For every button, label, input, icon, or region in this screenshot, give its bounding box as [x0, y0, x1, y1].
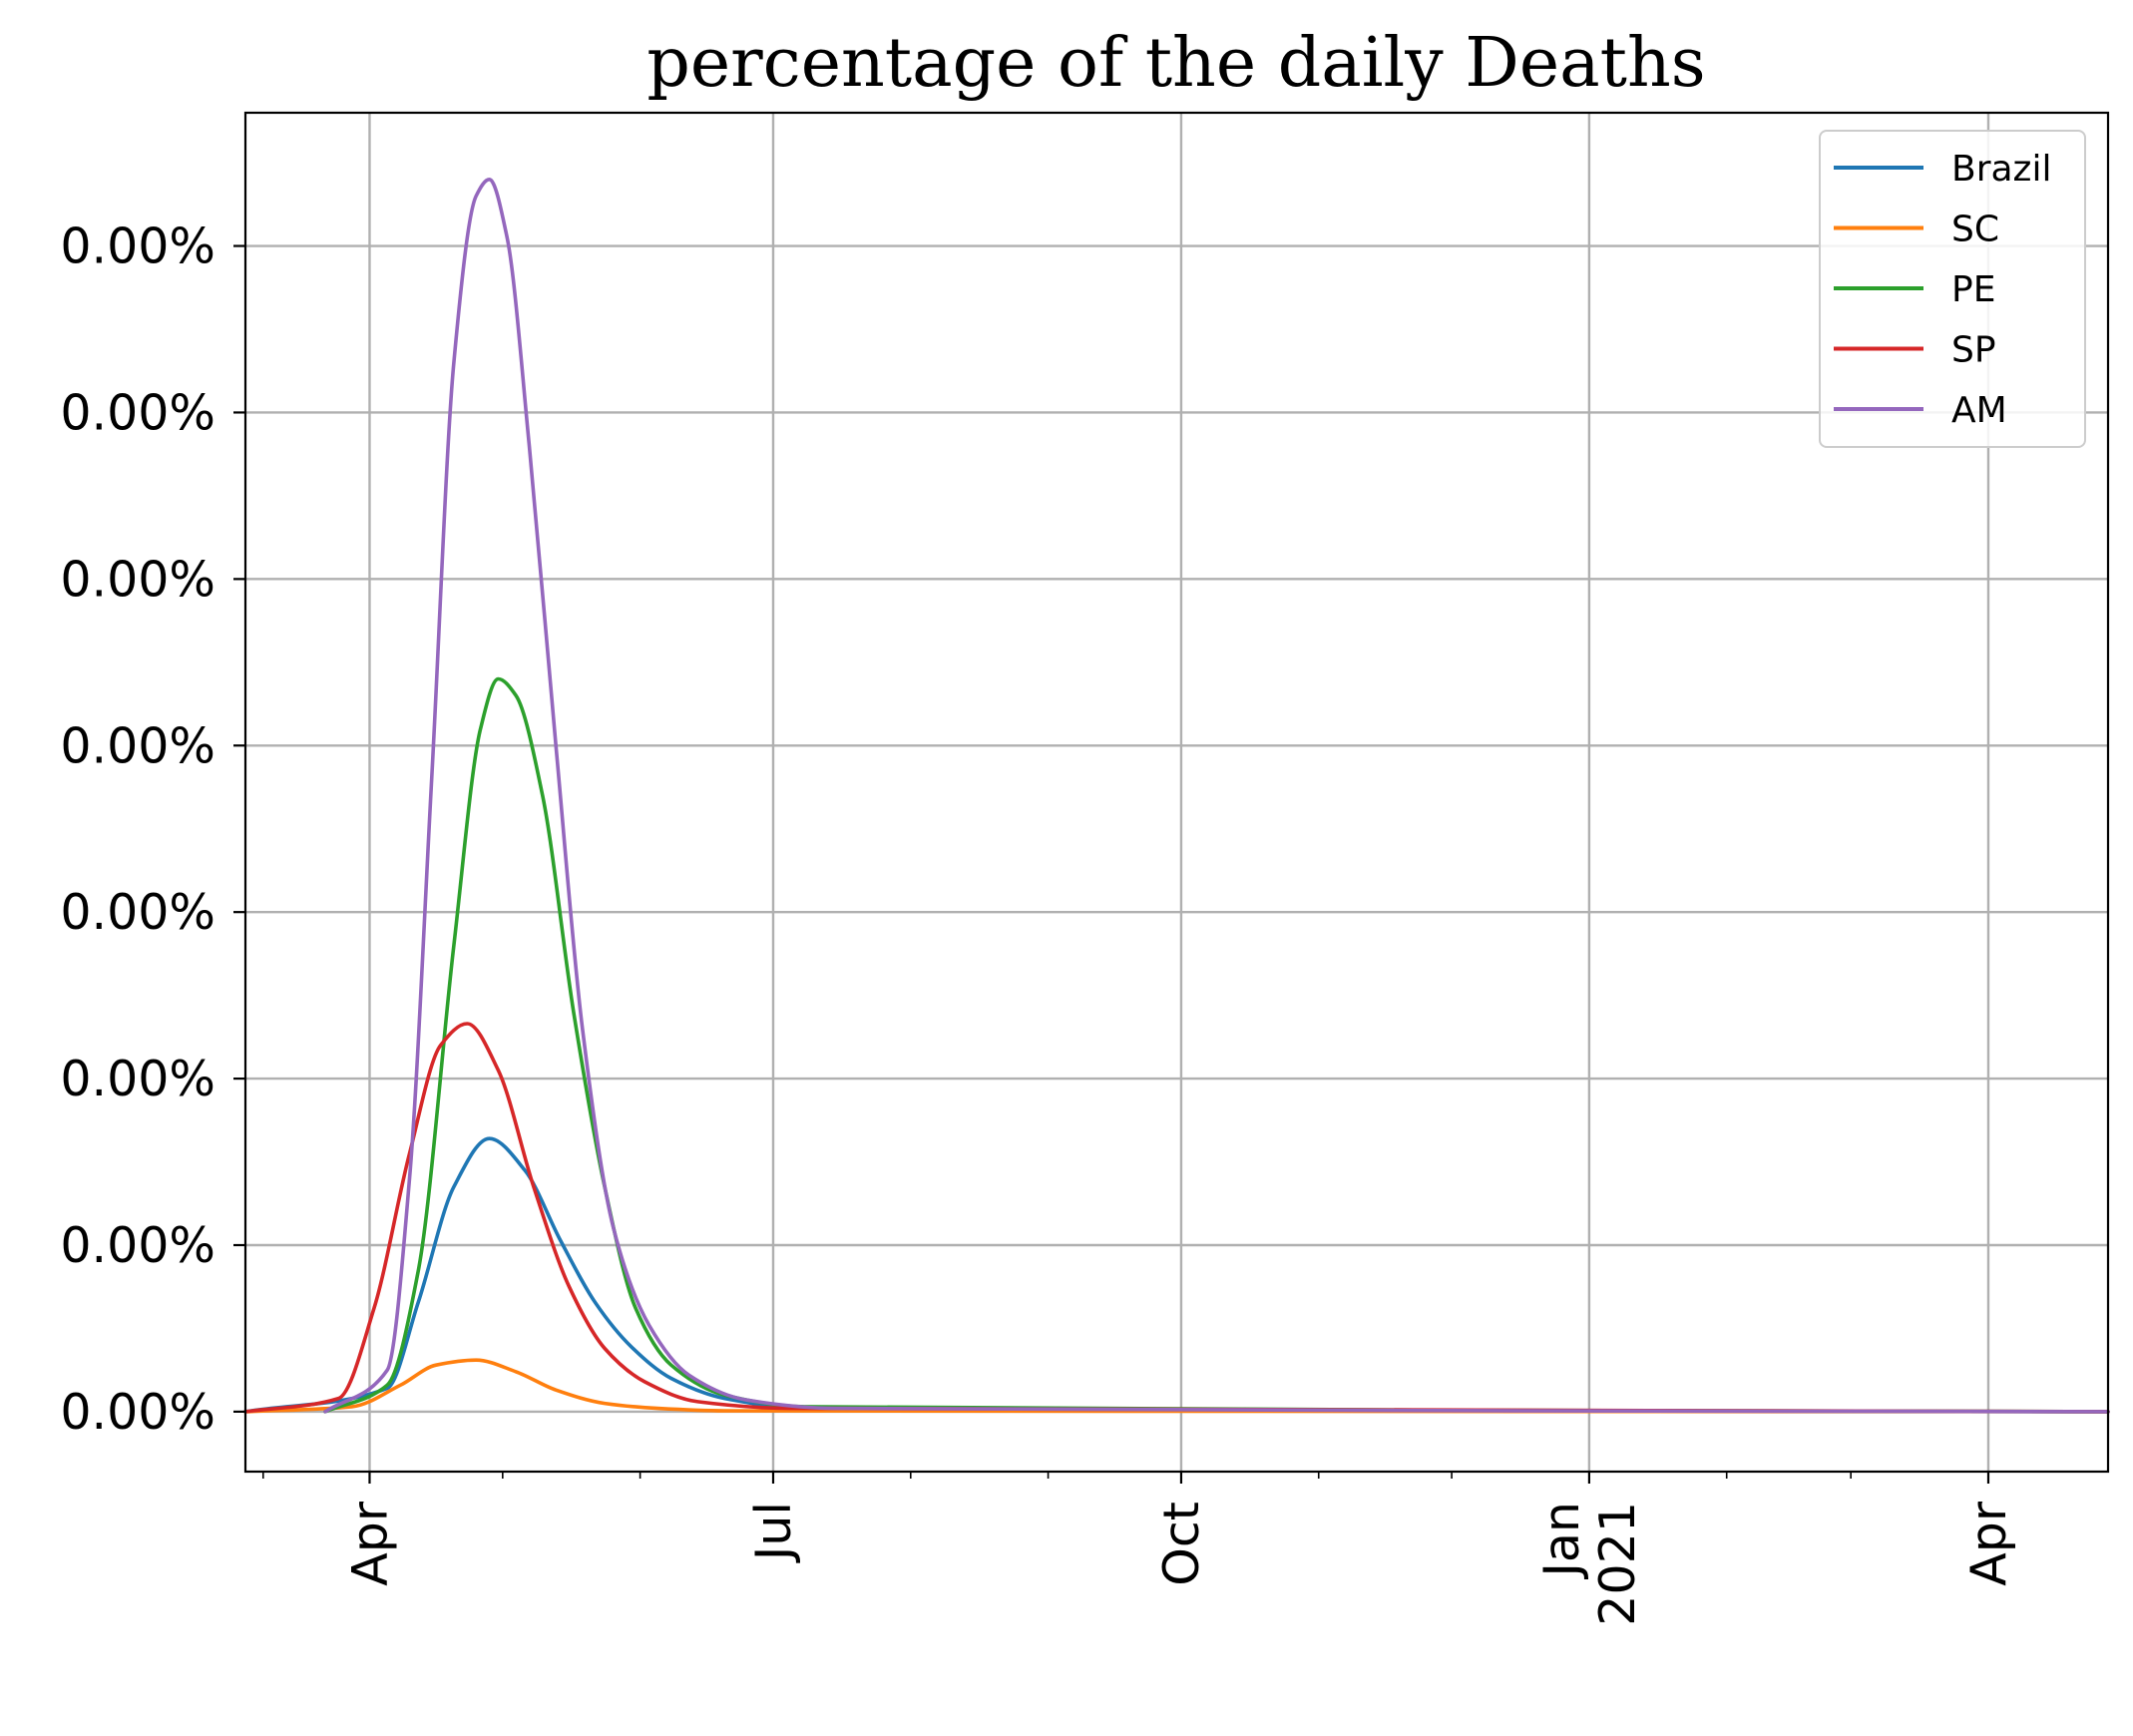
axis-ticks: 0.00% 0.00% 0.00% 0.00% 0.00% 0.00% 0.00% 0.00%… [60, 218, 2017, 1626]
x-tick-label: Jan2021 [1533, 1502, 1646, 1626]
series-lines [243, 178, 2110, 1414]
y-tick-label: 0.00% [60, 384, 215, 441]
x-tick-label: Apr [341, 1501, 398, 1586]
y-tick-label: 0.00% [60, 1217, 215, 1274]
y-tick-label: 0.00% [60, 1051, 215, 1107]
y-tick-label: 0.00% [60, 218, 215, 275]
grid [245, 113, 2108, 1472]
chart-title: percentage of the daily Deaths [646, 24, 1705, 103]
legend-label-brazil: Brazil [1951, 149, 2051, 190]
legend-box [1819, 130, 2086, 448]
legend-label-sc: SC [1951, 210, 1999, 250]
plot-frame [243, 111, 2110, 1474]
x-tick-label: Jul [745, 1502, 802, 1563]
x-tick-label: Oct [1153, 1502, 1210, 1586]
series-line-am [323, 178, 2110, 1414]
y-tick-label: 0.00% [60, 551, 215, 608]
legend-label-pe: PE [1951, 269, 1995, 310]
y-tick-label: 0.00% [60, 1384, 215, 1441]
y-tick-label: 0.00% [60, 717, 215, 774]
y-tick-label: 0.00% [60, 884, 215, 941]
legend-label-sp: SP [1951, 330, 1996, 371]
legend: Brazil SC PE SP AM [1819, 130, 2086, 448]
legend-label-am: AM [1951, 390, 2007, 431]
x-tick-label: Apr [1960, 1501, 2017, 1586]
